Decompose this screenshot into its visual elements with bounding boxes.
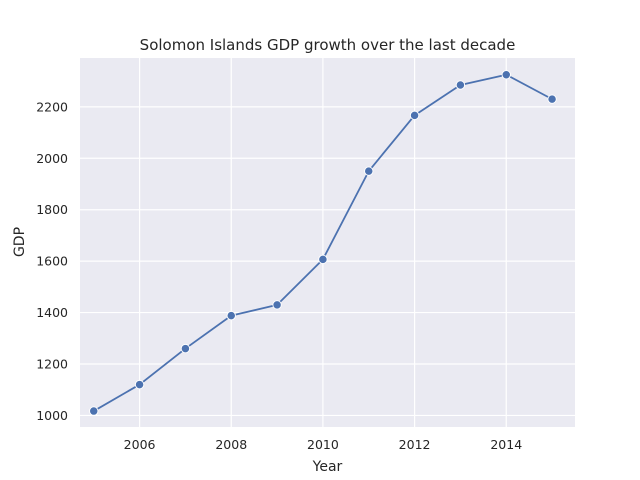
data-point <box>272 300 282 310</box>
data-point <box>455 80 466 90</box>
data-point <box>180 343 191 354</box>
y-tick-label: 1200 <box>36 357 68 372</box>
data-point <box>318 254 328 264</box>
y-tick-label: 1000 <box>36 408 68 423</box>
x-tick-label: 2010 <box>307 437 339 452</box>
y-tick-labels: 1000 1200 1400 1600 1800 2000 2200 <box>36 99 68 423</box>
y-tick-label: 2200 <box>36 99 68 114</box>
data-point <box>89 406 99 416</box>
series-group <box>89 70 557 416</box>
data-point <box>226 311 236 321</box>
x-tick-label: 2012 <box>399 437 431 452</box>
x-tick-labels: 2006 2008 2010 2012 2014 <box>124 437 523 452</box>
x-axis-label: Year <box>312 459 343 475</box>
x-tick-label: 2006 <box>124 437 156 452</box>
x-tick-label: 2014 <box>490 437 522 452</box>
y-tick-label: 2000 <box>36 151 68 166</box>
y-tick-label: 1600 <box>36 254 68 269</box>
y-gridlines <box>80 106 575 417</box>
data-point <box>134 379 145 390</box>
data-point <box>409 110 420 120</box>
x-tick-label: 2008 <box>215 437 247 452</box>
chart-title: Solomon Islands GDP growth over the last… <box>140 36 516 54</box>
y-axis-label: GDP <box>12 227 28 257</box>
plot-area <box>80 58 575 427</box>
data-point <box>547 94 557 104</box>
y-tick-label: 1800 <box>36 202 68 217</box>
data-point <box>501 70 511 80</box>
data-point <box>364 166 374 176</box>
y-tick-label: 1400 <box>36 305 68 320</box>
